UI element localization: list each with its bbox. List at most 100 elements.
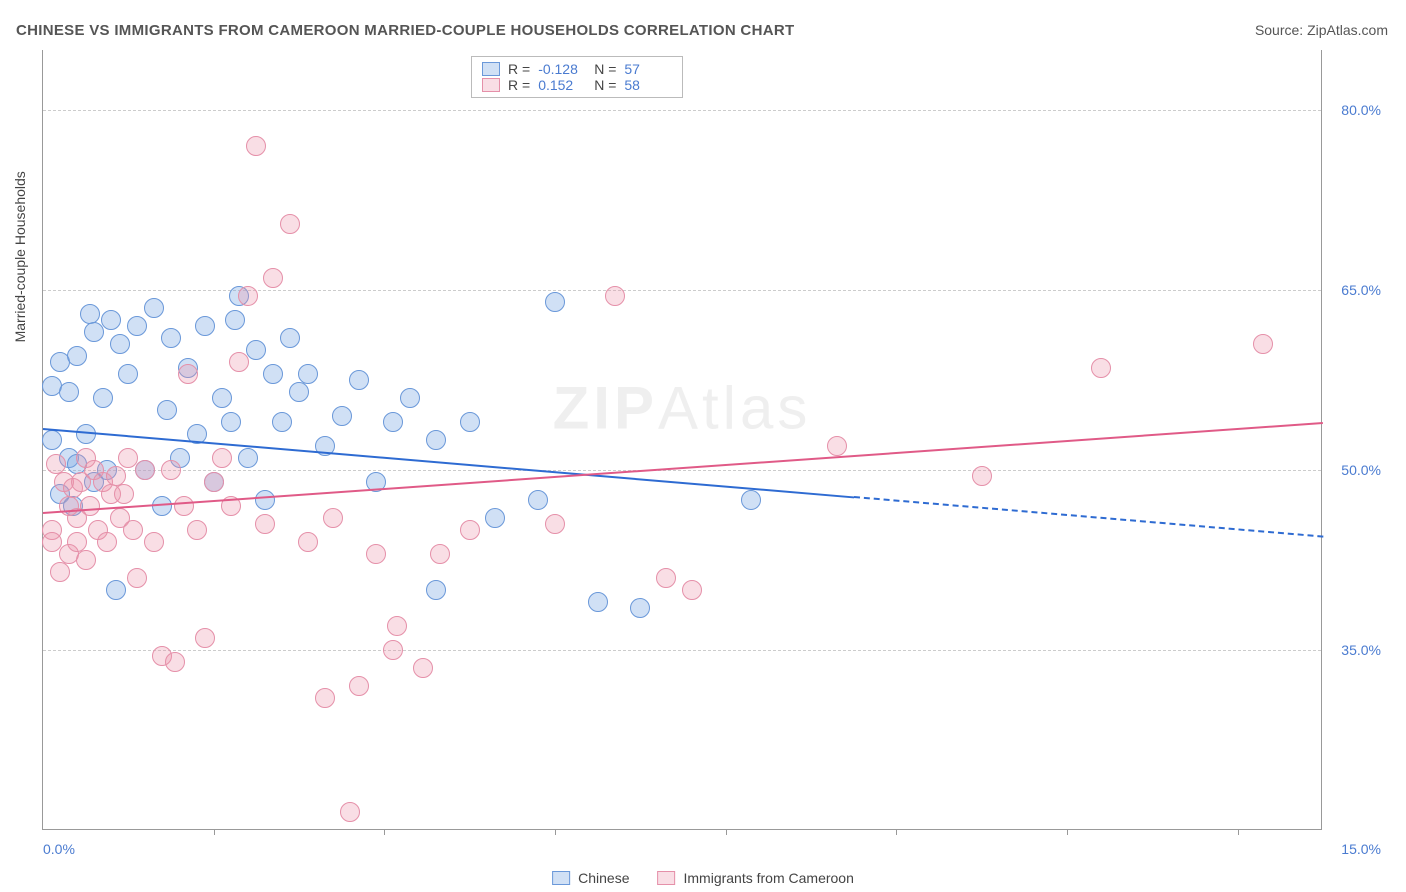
scatter-point [255, 490, 275, 510]
trend-line [43, 422, 1323, 514]
x-axis-max-label: 15.0% [1341, 841, 1381, 857]
r-value: -0.128 [538, 61, 586, 77]
x-tick [896, 829, 897, 835]
stat-row: R = 0.152 N = 58 [482, 77, 672, 93]
scatter-point [1253, 334, 1273, 354]
scatter-point [127, 316, 147, 336]
scatter-point [349, 370, 369, 390]
scatter-point [67, 532, 87, 552]
scatter-point [42, 430, 62, 450]
scatter-point [430, 544, 450, 564]
watermark-light: Atlas [658, 375, 811, 442]
scatter-point [174, 496, 194, 516]
scatter-point [225, 310, 245, 330]
scatter-point [157, 400, 177, 420]
scatter-point [106, 580, 126, 600]
legend-label: Immigrants from Cameroon [683, 870, 853, 886]
scatter-point [127, 568, 147, 588]
legend-item: Chinese [552, 870, 629, 886]
scatter-point [80, 304, 100, 324]
scatter-point [289, 382, 309, 402]
scatter-point [656, 568, 676, 588]
legend-swatch-icon [657, 871, 675, 885]
y-tick-label: 65.0% [1341, 282, 1381, 298]
scatter-point [349, 676, 369, 696]
series-swatch-icon [482, 78, 500, 92]
legend-item: Immigrants from Cameroon [657, 870, 853, 886]
x-tick [726, 829, 727, 835]
scatter-point [255, 514, 275, 534]
scatter-point [135, 460, 155, 480]
scatter-point [682, 580, 702, 600]
scatter-point [123, 520, 143, 540]
r-label: R = [508, 61, 530, 77]
scatter-point [1091, 358, 1111, 378]
scatter-point [106, 466, 126, 486]
scatter-point [59, 382, 79, 402]
scatter-point [221, 412, 241, 432]
scatter-point [298, 532, 318, 552]
y-axis-title: Married-couple Households [12, 171, 28, 342]
x-tick [214, 829, 215, 835]
y-tick-label: 35.0% [1341, 642, 1381, 658]
scatter-point [485, 508, 505, 528]
scatter-point [178, 364, 198, 384]
scatter-point [460, 520, 480, 540]
r-value: 0.152 [538, 77, 586, 93]
scatter-point [426, 430, 446, 450]
scatter-point [80, 496, 100, 516]
scatter-point [97, 532, 117, 552]
scatter-point [426, 580, 446, 600]
scatter-point [144, 298, 164, 318]
scatter-point [187, 520, 207, 540]
scatter-point [387, 616, 407, 636]
scatter-point [195, 628, 215, 648]
scatter-point [50, 562, 70, 582]
scatter-point [84, 322, 104, 342]
scatter-point [118, 364, 138, 384]
n-value: 58 [624, 77, 672, 93]
scatter-point [383, 412, 403, 432]
n-label: N = [594, 61, 616, 77]
scatter-point [545, 292, 565, 312]
scatter-point [110, 334, 130, 354]
scatter-point [263, 268, 283, 288]
gridline [43, 470, 1321, 471]
chart-plot-area: ZIPAtlas R = -0.128 N = 57 R = 0.152 N =… [42, 50, 1322, 830]
r-label: R = [508, 77, 530, 93]
n-label: N = [594, 77, 616, 93]
scatter-point [605, 286, 625, 306]
scatter-point [204, 472, 224, 492]
scatter-point [298, 364, 318, 384]
y-tick-label: 50.0% [1341, 462, 1381, 478]
x-axis-min-label: 0.0% [43, 841, 75, 857]
scatter-point [588, 592, 608, 612]
x-tick [555, 829, 556, 835]
scatter-point [280, 328, 300, 348]
scatter-point [741, 490, 761, 510]
scatter-point [212, 448, 232, 468]
scatter-point [114, 484, 134, 504]
correlation-stats-box: R = -0.128 N = 57 R = 0.152 N = 58 [471, 56, 683, 98]
scatter-point [630, 598, 650, 618]
gridline [43, 110, 1321, 111]
scatter-point [93, 388, 113, 408]
scatter-point [280, 214, 300, 234]
scatter-point [323, 508, 343, 528]
scatter-point [144, 532, 164, 552]
chart-title: CHINESE VS IMMIGRANTS FROM CAMEROON MARR… [16, 22, 794, 39]
gridline [43, 650, 1321, 651]
scatter-point [383, 640, 403, 660]
legend-label: Chinese [578, 870, 629, 886]
scatter-point [229, 352, 249, 372]
scatter-point [972, 466, 992, 486]
scatter-point [332, 406, 352, 426]
scatter-point [528, 490, 548, 510]
scatter-point [67, 346, 87, 366]
trend-line [854, 496, 1324, 538]
scatter-point [238, 448, 258, 468]
y-tick-label: 80.0% [1341, 102, 1381, 118]
scatter-point [238, 286, 258, 306]
chart-legend: Chinese Immigrants from Cameroon [552, 870, 854, 886]
scatter-point [366, 544, 386, 564]
